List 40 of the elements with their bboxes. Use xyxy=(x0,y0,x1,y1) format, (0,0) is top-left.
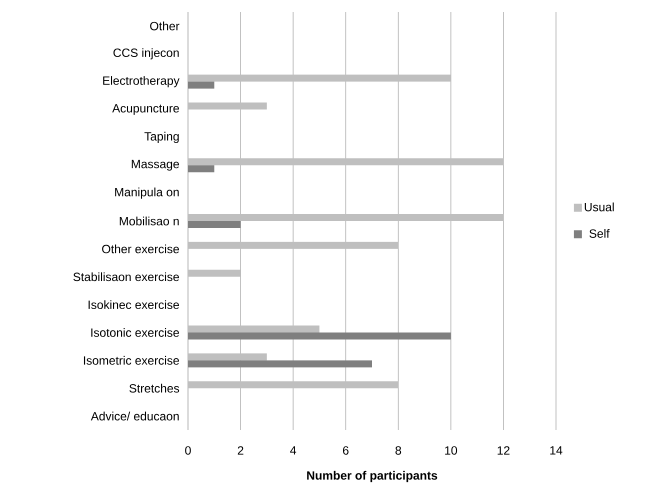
y-tick-label: Stretches xyxy=(129,384,180,393)
x-tick-label: 0 xyxy=(185,446,191,455)
y-tick-label: Advice/ educaon xyxy=(90,412,179,420)
y-tick-label: Stabilisaon exercise xyxy=(73,272,179,282)
bar xyxy=(188,102,267,110)
legend-label: Self xyxy=(589,228,610,238)
x-tick-label: 4 xyxy=(290,446,296,454)
bar xyxy=(188,242,398,249)
bar xyxy=(188,381,398,388)
bar xyxy=(188,353,267,360)
legend-label: Usual xyxy=(584,202,614,212)
bar xyxy=(188,82,214,89)
bar xyxy=(188,214,504,222)
y-tick-label: CCS injecon xyxy=(113,48,179,60)
y-tick-label: Other xyxy=(150,22,180,30)
x-tick-label: 2 xyxy=(238,446,244,455)
bar xyxy=(188,360,372,368)
bar xyxy=(188,332,451,340)
y-tick-label: Massage xyxy=(132,160,180,171)
y-tick-label: Mobilisao n xyxy=(120,216,179,226)
x-axis-title: Number of participants xyxy=(307,470,438,482)
y-tick-label: Taping xyxy=(144,132,179,143)
x-tick-label: 12 xyxy=(498,446,510,455)
x-tick-label: 10 xyxy=(445,446,458,455)
bar xyxy=(188,221,241,228)
y-tick-label: Isotonic exercise xyxy=(91,328,179,337)
y-tick-label: Isometric exercise xyxy=(84,356,179,365)
y-tick-label: Acupuncture xyxy=(112,104,180,115)
bar xyxy=(188,165,214,172)
bar xyxy=(188,158,504,166)
y-tick-label: Electrotherapy xyxy=(103,76,180,88)
bar xyxy=(188,74,451,82)
y-tick-label: Isokinec exercise xyxy=(88,300,179,310)
bar xyxy=(188,270,241,277)
y-tick-label: Manipula on xyxy=(115,188,179,199)
x-tick-label: 14 xyxy=(550,446,562,454)
x-tick-label: 6 xyxy=(342,446,349,455)
x-tick-label: 8 xyxy=(395,446,402,455)
bar xyxy=(188,325,320,332)
y-tick-label: Other exercise xyxy=(102,244,179,254)
